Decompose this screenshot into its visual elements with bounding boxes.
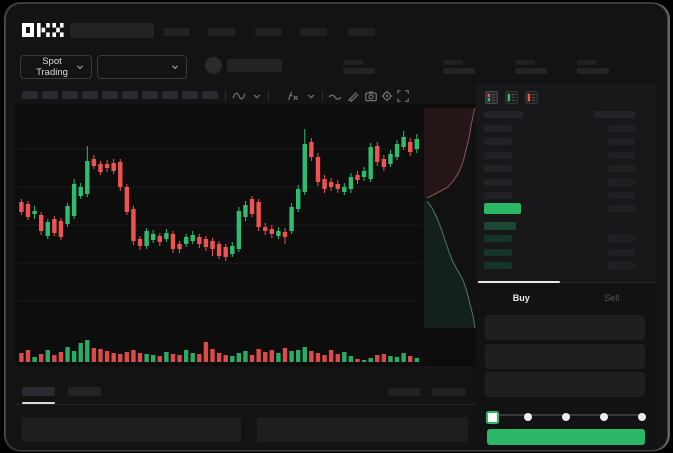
bid-amount-placeholder[interactable] — [608, 261, 635, 269]
market-mode-label: Spot Trading — [36, 56, 68, 78]
bid-price-placeholder[interactable] — [484, 222, 516, 230]
candlestick-chart — [18, 129, 420, 302]
topnav-item-placeholder[interactable] — [208, 28, 235, 36]
chevron-down-icon — [76, 63, 84, 71]
timeframe-placeholder[interactable] — [202, 91, 218, 99]
stat-label-placeholder — [443, 60, 463, 65]
amount-input-placeholder[interactable] — [485, 344, 645, 369]
timeframe-placeholder[interactable] — [122, 91, 138, 99]
wave-tool-icon[interactable] — [232, 89, 246, 103]
ask-amount-placeholder[interactable] — [608, 138, 635, 146]
ask-amount-placeholder[interactable] — [608, 178, 635, 186]
coin-avatar — [205, 57, 222, 74]
ask-price-placeholder[interactable] — [484, 178, 512, 186]
divider — [15, 404, 476, 405]
ask-amount-placeholder[interactable] — [608, 125, 635, 132]
settings-gear-icon[interactable] — [380, 89, 394, 103]
topnav-item-placeholder[interactable] — [163, 28, 190, 36]
okx-logo[interactable] — [22, 22, 64, 38]
orders-table-placeholder — [257, 417, 468, 442]
volume-chart — [19, 340, 420, 362]
ask-price-placeholder[interactable] — [484, 138, 512, 146]
timeframe-placeholder[interactable] — [22, 91, 38, 99]
bottom-tab-indicator — [22, 402, 55, 404]
chart-area[interactable] — [15, 104, 476, 366]
chevron-down-icon[interactable] — [250, 89, 264, 103]
timeframe-placeholder[interactable] — [182, 91, 198, 99]
bid-amount-placeholder[interactable] — [608, 248, 635, 256]
search-placeholder[interactable] — [70, 23, 154, 38]
orderbook-bids-icon[interactable] — [505, 91, 518, 104]
bid-price-placeholder[interactable] — [484, 248, 512, 256]
trade-tabs: Buy Sell — [476, 281, 657, 313]
fullscreen-icon[interactable] — [396, 89, 410, 103]
slider-stop-dot[interactable] — [638, 413, 646, 421]
stat-label-placeholder — [577, 60, 597, 65]
slider-handle[interactable] — [486, 411, 499, 424]
orderbook-header-placeholder — [484, 111, 523, 118]
stat-label-placeholder — [343, 60, 363, 65]
timeframe-placeholder[interactable] — [62, 91, 78, 99]
bid-price-placeholder[interactable] — [484, 261, 512, 269]
market-mode-selector[interactable]: Spot Trading — [20, 55, 92, 79]
order-form — [476, 312, 657, 450]
slider-stop-dot[interactable] — [562, 413, 570, 421]
bottom-tab-placeholder[interactable] — [68, 387, 101, 396]
active-tab-indicator — [478, 281, 560, 283]
timeframe-placeholder[interactable] — [162, 91, 178, 99]
orders-table-placeholder — [22, 417, 241, 442]
ruler-icon[interactable] — [346, 89, 360, 103]
ask-price-placeholder[interactable] — [484, 151, 512, 159]
last-price-highlight[interactable] — [484, 203, 521, 214]
topnav-item-placeholder[interactable] — [255, 28, 282, 36]
bottom-action-placeholder[interactable] — [388, 388, 421, 396]
orderbook-trade-panel: Buy Sell — [476, 84, 657, 450]
last-amount-placeholder — [608, 205, 635, 212]
ask-price-placeholder[interactable] — [484, 192, 512, 199]
pair-selector[interactable] — [97, 55, 187, 79]
line-tool-icon[interactable] — [328, 89, 342, 103]
slider-stop-dot[interactable] — [524, 413, 532, 421]
orderbook-both-icon[interactable] — [485, 91, 498, 104]
tab-sell[interactable]: Sell — [604, 293, 620, 303]
bid-price-placeholder[interactable] — [484, 235, 512, 243]
price-input-placeholder[interactable] — [485, 315, 645, 340]
ask-amount-placeholder[interactable] — [608, 192, 635, 199]
bid-amount-placeholder[interactable] — [608, 235, 635, 243]
timeframe-placeholder[interactable] — [142, 91, 158, 99]
topnav-item-placeholder[interactable] — [300, 28, 327, 36]
app-window: Spot Trading — [5, 3, 668, 451]
chevron-down-icon[interactable] — [304, 89, 318, 103]
total-input-placeholder[interactable] — [485, 372, 645, 397]
orderbook-header-placeholder — [594, 111, 635, 118]
stat-value-placeholder — [515, 68, 547, 74]
stat-label-placeholder — [515, 60, 535, 65]
ask-price-placeholder[interactable] — [484, 165, 512, 173]
amount-slider — [476, 411, 657, 424]
ask-price-placeholder[interactable] — [484, 125, 512, 132]
depth-chart — [424, 108, 476, 328]
slider-stop-dot[interactable] — [600, 413, 608, 421]
orderbook-asks-icon[interactable] — [525, 91, 538, 104]
chevron-down-icon — [171, 63, 179, 71]
submit-buy-button[interactable] — [487, 429, 645, 445]
indicator-fx-icon[interactable] — [286, 89, 300, 103]
okx-logo-icon — [22, 23, 64, 37]
stat-value-placeholder — [443, 68, 475, 74]
bottom-action-placeholder[interactable] — [432, 388, 466, 396]
orderbook — [476, 108, 657, 282]
camera-icon[interactable] — [364, 89, 378, 103]
tab-buy[interactable]: Buy — [512, 293, 530, 303]
ask-amount-placeholder[interactable] — [608, 165, 635, 173]
bottom-tab-active-placeholder[interactable] — [22, 387, 55, 396]
ask-amount-placeholder[interactable] — [608, 151, 635, 159]
timeframe-placeholder[interactable] — [42, 91, 58, 99]
pair-name-placeholder — [227, 59, 282, 72]
timeframe-placeholder[interactable] — [102, 91, 118, 99]
stat-value-placeholder — [343, 68, 375, 74]
topnav-item-placeholder[interactable] — [348, 28, 375, 36]
timeframe-placeholder[interactable] — [82, 91, 98, 99]
stat-value-placeholder — [577, 68, 609, 74]
